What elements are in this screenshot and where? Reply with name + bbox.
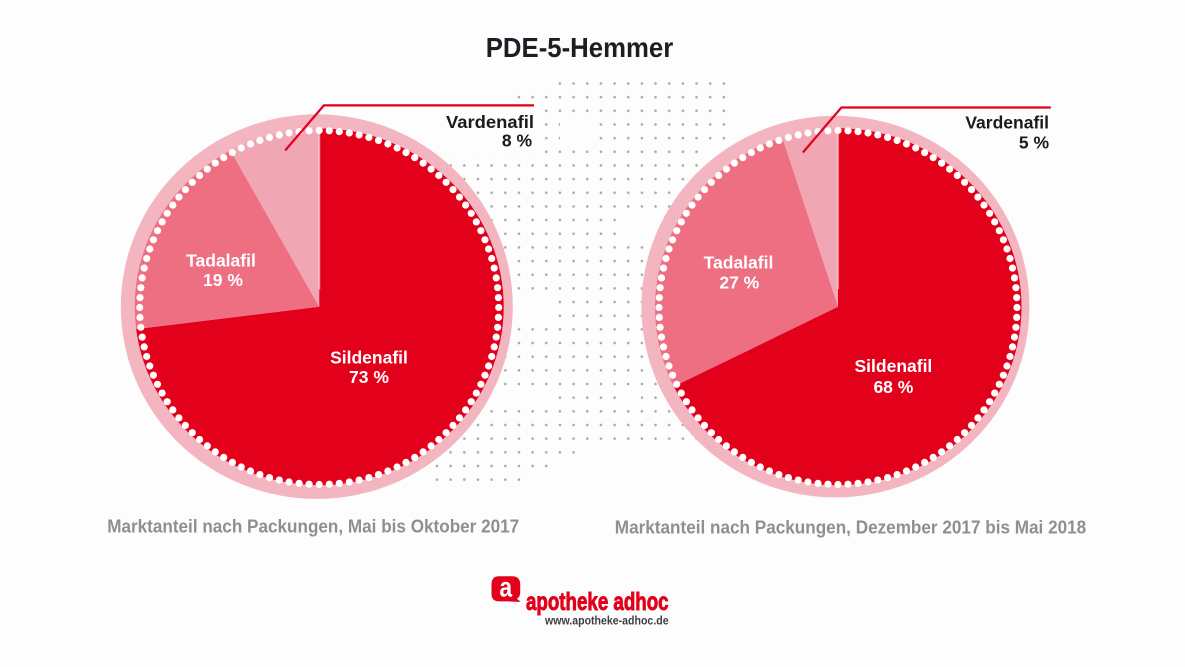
svg-text:68 %: 68 % [873, 377, 913, 397]
svg-text:Sildenafil: Sildenafil [855, 356, 933, 376]
svg-text:8 %: 8 % [502, 131, 533, 151]
svg-text:Tadalafil: Tadalafil [704, 252, 774, 272]
svg-text:PDE-5-Hemmer: PDE-5-Hemmer [486, 32, 674, 63]
svg-text:Vardenafil: Vardenafil [446, 112, 534, 132]
svg-text:19 %: 19 % [203, 270, 243, 290]
svg-text:www.apotheke-adhoc.de: www.apotheke-adhoc.de [544, 614, 669, 628]
svg-text:Marktanteil nach Packungen, De: Marktanteil nach Packungen, Dezember 201… [615, 517, 1086, 538]
svg-text:apotheke adhoc: apotheke adhoc [526, 588, 669, 616]
svg-text:Vardenafil: Vardenafil [965, 113, 1049, 133]
svg-text:Tadalafil: Tadalafil [186, 251, 256, 271]
svg-text:Sildenafil: Sildenafil [330, 348, 408, 368]
svg-text:5 %: 5 % [1019, 133, 1050, 153]
svg-text:Marktanteil nach Packungen, Ma: Marktanteil nach Packungen, Mai bis Okto… [107, 515, 519, 536]
svg-text:a: a [499, 573, 512, 604]
svg-text:27 %: 27 % [719, 273, 759, 293]
svg-text:73 %: 73 % [349, 367, 389, 387]
